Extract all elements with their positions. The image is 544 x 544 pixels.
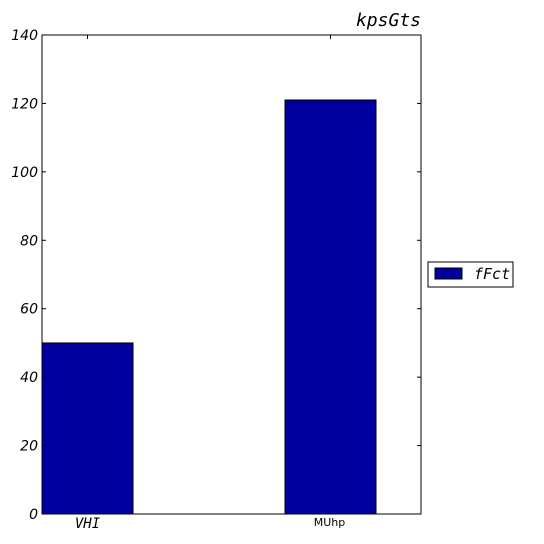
legend: fFct (427, 261, 514, 288)
y-tick-label: 0 (29, 507, 38, 523)
legend-swatch (434, 267, 463, 280)
y-tick-label: 100 (11, 165, 38, 181)
plot-frame (41, 34, 422, 515)
x-tick-label: MUhp (314, 516, 346, 529)
ticks-layer: VHI MUhp 0 20 40 60 80 100 120 140 (11, 28, 421, 532)
y-tick-label: 140 (11, 28, 38, 44)
y-tick-label: 20 (20, 439, 38, 455)
chart-title: kpsGts (356, 10, 421, 31)
bar-VHI (41, 342, 134, 515)
x-tick-label: VHI (75, 516, 101, 532)
y-tick-label: 120 (11, 96, 38, 112)
legend-label: fFct (474, 265, 510, 283)
legend-box (427, 261, 514, 288)
y-tick-label: 60 (20, 302, 38, 318)
bar-MUhp (284, 99, 377, 515)
bars-layer (41, 99, 377, 515)
y-tick-label: 80 (20, 233, 38, 249)
y-tick-label: 40 (20, 370, 38, 386)
